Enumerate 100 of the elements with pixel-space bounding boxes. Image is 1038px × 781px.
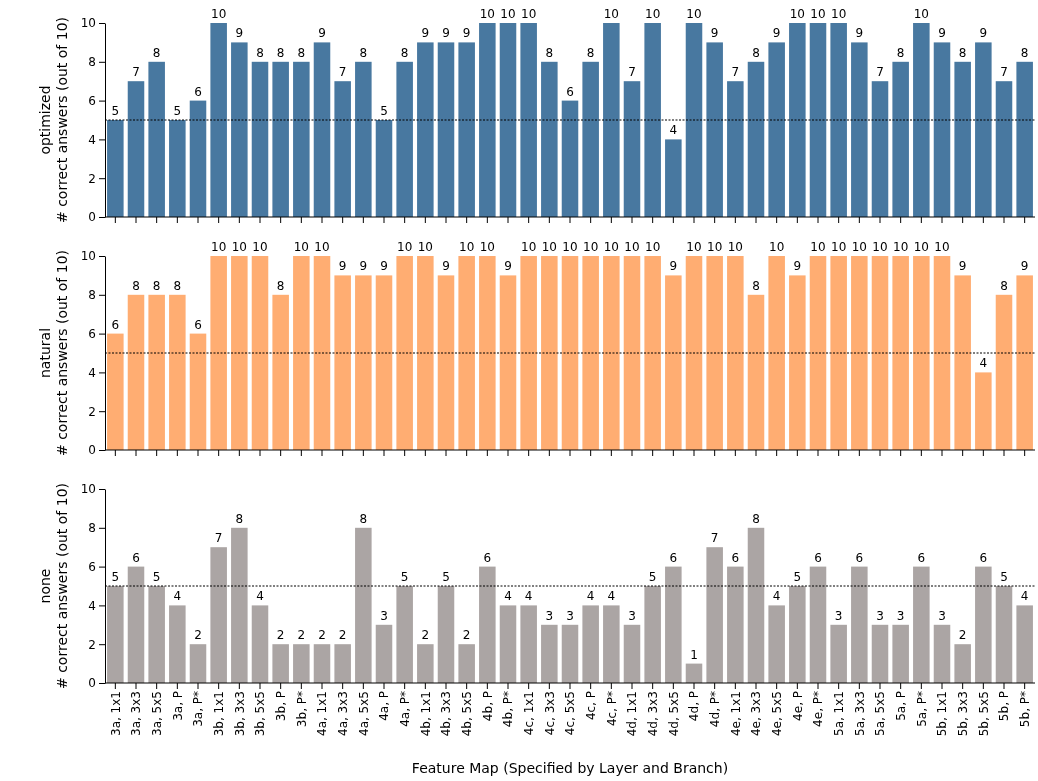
bar <box>437 275 455 450</box>
x-tick-label: 5b, P <box>997 691 1012 722</box>
bar <box>975 42 992 217</box>
data-label: 10 <box>521 240 537 254</box>
data-label: 10 <box>562 240 578 254</box>
data-label: 10 <box>727 240 743 254</box>
y-tick-label: 10 <box>80 249 96 264</box>
bar <box>995 294 1013 450</box>
bar <box>933 624 951 683</box>
data-label: 4 <box>979 356 988 371</box>
data-label: 10 <box>211 7 227 21</box>
data-label: 8 <box>958 45 967 60</box>
data-label: 3 <box>938 608 946 623</box>
data-label: 9 <box>669 259 678 274</box>
bar <box>479 23 496 217</box>
data-label: 10 <box>831 240 847 254</box>
bar <box>706 256 723 450</box>
x-tick-label: 4d, 1x1 <box>625 691 640 737</box>
bar <box>107 333 124 450</box>
bar <box>148 294 165 450</box>
data-label: 10 <box>872 240 888 254</box>
data-label: 9 <box>380 259 388 274</box>
bar <box>169 605 186 683</box>
y-tick-label: 10 <box>80 16 96 31</box>
bar <box>251 605 269 683</box>
bar <box>127 294 145 450</box>
bar <box>747 527 765 683</box>
bar <box>871 624 889 683</box>
bar <box>479 566 496 683</box>
bar <box>933 256 951 450</box>
data-label: 4 <box>669 123 678 138</box>
data-label: 6 <box>194 84 202 99</box>
data-label: 8 <box>752 511 760 526</box>
bar <box>437 586 455 683</box>
bar <box>561 624 579 683</box>
bar <box>706 547 723 683</box>
data-label: 4 <box>586 589 595 604</box>
bar <box>499 605 517 683</box>
data-label: 3 <box>545 608 554 623</box>
bar <box>458 256 475 450</box>
bar <box>582 256 599 450</box>
data-label: 10 <box>211 240 227 254</box>
data-label: 10 <box>645 240 661 254</box>
data-label: 8 <box>752 278 760 293</box>
bar <box>313 644 331 683</box>
data-label: 9 <box>855 26 864 41</box>
bar <box>871 81 889 217</box>
data-label: 8 <box>276 278 285 293</box>
data-label: 2 <box>338 628 347 643</box>
data-label: 6 <box>194 317 202 332</box>
data-label: 6 <box>855 550 864 565</box>
x-tick-label: 5a, P* <box>914 691 929 727</box>
data-label: 5 <box>793 570 802 584</box>
bar <box>251 256 269 450</box>
bar <box>541 624 558 683</box>
x-tick-label: 4e, 1x1 <box>728 691 743 737</box>
y-tick-label: 2 <box>88 171 96 186</box>
data-label: 3 <box>834 608 843 623</box>
data-label: 4 <box>504 589 512 604</box>
bar <box>417 256 434 450</box>
data-label: 3 <box>628 608 636 623</box>
bar <box>293 644 310 683</box>
data-label: 9 <box>359 259 368 274</box>
bar <box>231 527 248 683</box>
data-label: 10 <box>913 7 929 21</box>
bar <box>913 566 930 683</box>
data-label: 8 <box>276 45 285 60</box>
bar <box>189 644 207 683</box>
bar <box>148 586 165 683</box>
bar <box>210 23 227 217</box>
data-label: 5 <box>648 570 657 584</box>
bar <box>355 275 372 450</box>
data-label: 6 <box>566 84 574 99</box>
data-label: 7 <box>1000 65 1008 80</box>
data-label: 1 <box>690 647 698 662</box>
data-label: 7 <box>132 65 140 80</box>
bar <box>313 256 331 450</box>
data-label: 10 <box>314 240 330 254</box>
x-tick-label: 3b, P <box>273 691 288 722</box>
bar <box>789 23 806 217</box>
data-label: 9 <box>442 259 450 274</box>
bar <box>582 61 599 217</box>
bar <box>293 61 310 217</box>
data-label: 10 <box>789 7 805 21</box>
bar <box>685 23 703 217</box>
bar <box>355 527 372 683</box>
bar <box>644 256 661 450</box>
bar <box>499 23 517 217</box>
data-label: 4 <box>173 589 182 604</box>
bar <box>189 100 207 217</box>
data-label: 8 <box>896 45 905 60</box>
bar <box>272 61 289 217</box>
bar <box>768 256 785 450</box>
bar <box>561 100 579 217</box>
bar <box>603 605 620 683</box>
bar <box>231 42 248 217</box>
bar <box>644 586 661 683</box>
bar <box>210 547 227 683</box>
bar <box>1016 605 1033 683</box>
x-tick-label: 4b, P <box>480 691 495 722</box>
